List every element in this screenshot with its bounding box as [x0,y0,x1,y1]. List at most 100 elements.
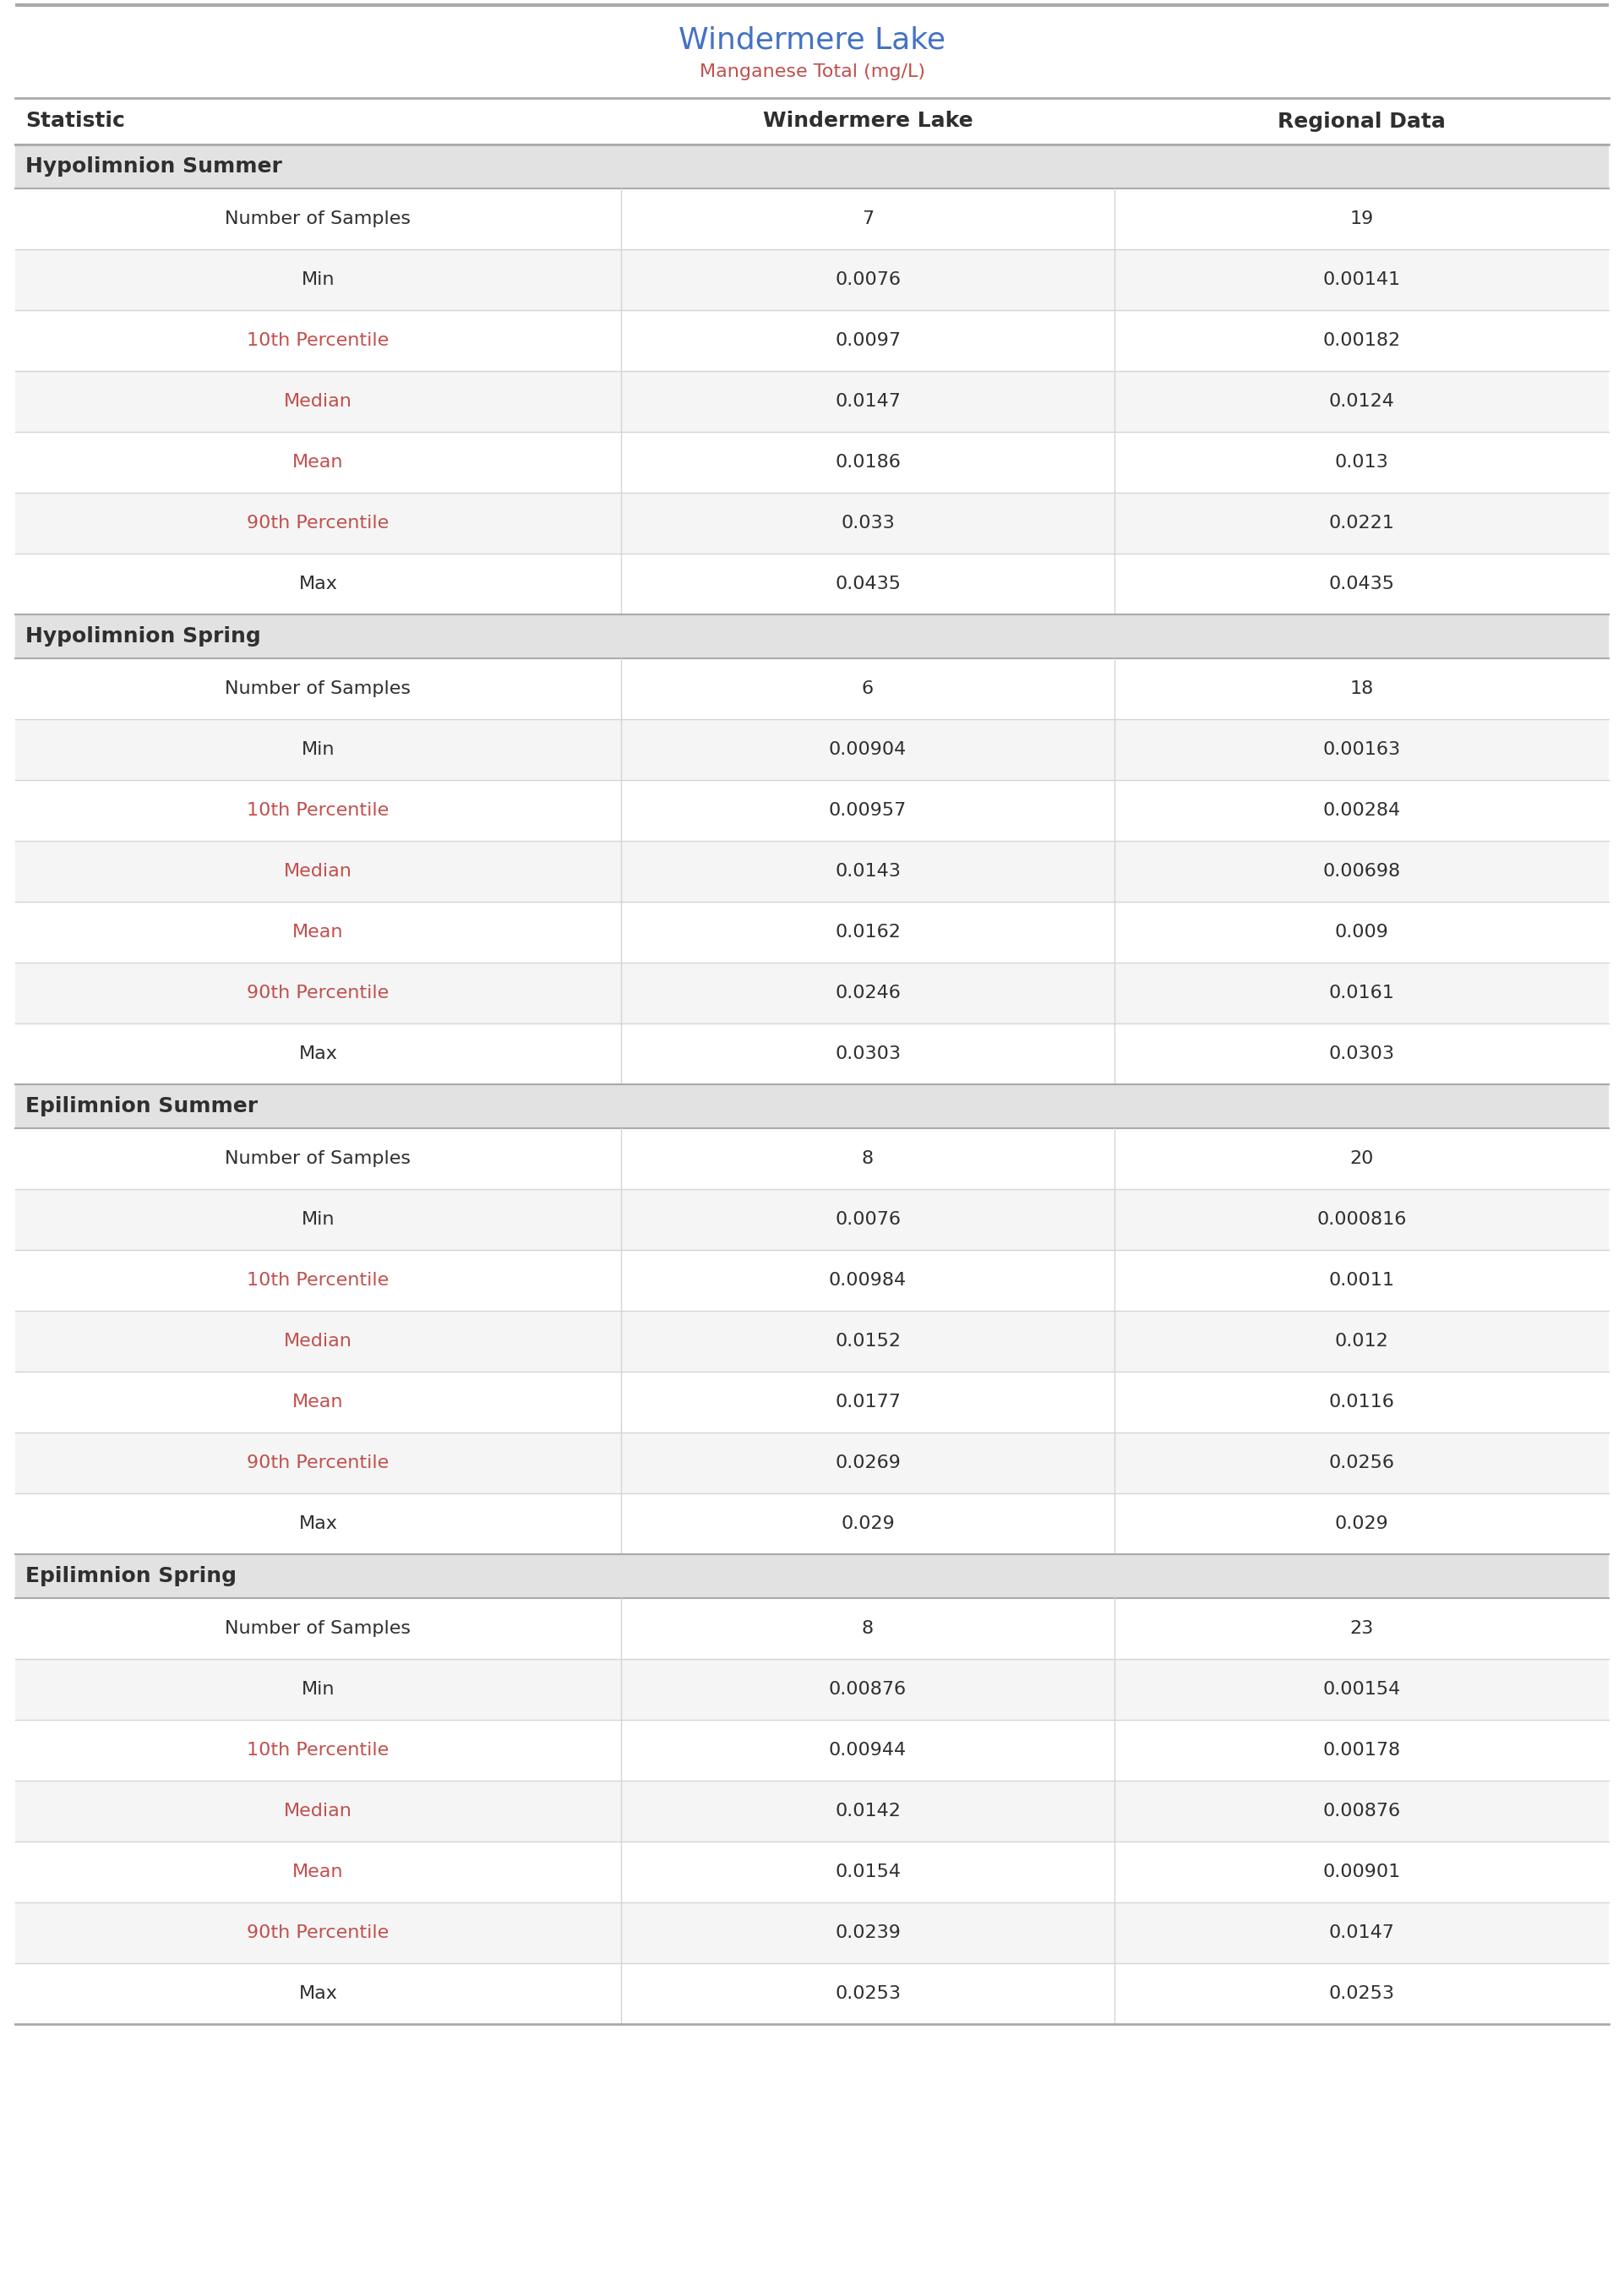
Text: Min: Min [302,272,335,288]
Text: 0.0269: 0.0269 [835,1455,901,1471]
Text: Regional Data: Regional Data [1278,111,1445,132]
Text: 0.00876: 0.00876 [828,1682,906,1698]
Bar [15,1310,1609,1371]
Text: 0.00698: 0.00698 [1324,863,1402,881]
Bar [15,1085,1609,1128]
Text: 90th Percentile: 90th Percentile [247,515,390,531]
Text: 0.029: 0.029 [1335,1516,1389,1532]
Bar [15,1598,1609,1659]
Text: 0.0221: 0.0221 [1328,515,1395,531]
Bar [15,720,1609,781]
Text: 0.0097: 0.0097 [835,331,901,350]
Bar [15,1721,1609,1780]
Bar [15,98,1609,145]
Text: 0.00163: 0.00163 [1324,742,1402,758]
Text: 0.0152: 0.0152 [835,1332,901,1351]
Bar [15,188,1609,250]
Text: 0.033: 0.033 [841,515,895,531]
Text: 10th Percentile: 10th Percentile [247,801,390,819]
Bar [15,1659,1609,1721]
Text: 0.0076: 0.0076 [835,1212,901,1228]
Text: 0.0147: 0.0147 [835,393,901,411]
Text: 0.0186: 0.0186 [835,454,901,470]
Text: Max: Max [299,577,338,592]
Text: Number of Samples: Number of Samples [226,1621,411,1637]
Text: 18: 18 [1350,681,1374,697]
Text: 10th Percentile: 10th Percentile [247,1741,390,1759]
Text: 0.0147: 0.0147 [1328,1925,1395,1941]
Text: 0.012: 0.012 [1335,1332,1389,1351]
Text: Statistic: Statistic [26,111,125,132]
Text: 0.00984: 0.00984 [828,1271,906,1289]
Text: 0.00904: 0.00904 [828,742,906,758]
Text: Number of Samples: Number of Samples [226,211,411,227]
Bar [15,615,1609,658]
Text: Median: Median [284,1802,352,1821]
Text: 20: 20 [1350,1151,1374,1167]
Text: 0.00284: 0.00284 [1324,801,1402,819]
Bar [15,370,1609,431]
Text: 23: 23 [1350,1621,1374,1637]
Text: 0.0435: 0.0435 [835,577,901,592]
Bar [15,1128,1609,1189]
Bar [15,1371,1609,1432]
Text: 0.00944: 0.00944 [828,1741,906,1759]
Text: 6: 6 [862,681,874,697]
Bar [15,1024,1609,1085]
Text: 0.009: 0.009 [1335,924,1389,940]
Text: 0.0239: 0.0239 [835,1925,901,1941]
Text: Mean: Mean [292,454,344,470]
Text: Number of Samples: Number of Samples [226,1151,411,1167]
Text: Mean: Mean [292,1394,344,1410]
Text: 7: 7 [862,211,874,227]
Text: Manganese Total (mg/L): Manganese Total (mg/L) [700,64,924,79]
Text: 10th Percentile: 10th Percentile [247,331,390,350]
Text: 0.013: 0.013 [1335,454,1389,470]
Bar [15,962,1609,1024]
Text: Number of Samples: Number of Samples [226,681,411,697]
Bar [15,658,1609,720]
Text: 0.0076: 0.0076 [835,272,901,288]
Text: 0.029: 0.029 [841,1516,895,1532]
Bar [15,1189,1609,1251]
Text: Max: Max [299,1046,338,1062]
Text: 0.0253: 0.0253 [1328,1986,1395,2002]
Text: 0.0161: 0.0161 [1328,985,1395,1001]
Text: 10th Percentile: 10th Percentile [247,1271,390,1289]
Text: Min: Min [302,1682,335,1698]
Text: 0.000816: 0.000816 [1317,1212,1406,1228]
Text: Epilimnion Summer: Epilimnion Summer [26,1096,258,1117]
Bar [15,840,1609,901]
Text: 0.0162: 0.0162 [835,924,901,940]
Text: Mean: Mean [292,1864,344,1880]
Bar [15,1841,1609,1902]
Text: Max: Max [299,1986,338,2002]
Text: 90th Percentile: 90th Percentile [247,1925,390,1941]
Text: 0.0011: 0.0011 [1328,1271,1395,1289]
Text: Hypolimnion Spring: Hypolimnion Spring [26,627,261,647]
Text: 8: 8 [862,1621,874,1637]
Bar [15,781,1609,840]
Bar [15,1964,1609,2025]
Text: 0.0246: 0.0246 [835,985,901,1001]
Text: 0.0142: 0.0142 [835,1802,901,1821]
Bar [15,1494,1609,1555]
Text: 0.0256: 0.0256 [1328,1455,1395,1471]
Text: 0.0116: 0.0116 [1328,1394,1395,1410]
Text: 0.0303: 0.0303 [835,1046,901,1062]
Text: Windermere Lake: Windermere Lake [763,111,973,132]
Text: 0.0143: 0.0143 [835,863,901,881]
Text: 0.00178: 0.00178 [1324,1741,1402,1759]
Text: Median: Median [284,1332,352,1351]
Text: 0.00182: 0.00182 [1324,331,1402,350]
Bar [15,1432,1609,1494]
Text: 0.0124: 0.0124 [1328,393,1395,411]
Text: 90th Percentile: 90th Percentile [247,1455,390,1471]
Bar [15,1251,1609,1310]
Bar [15,145,1609,188]
Text: 0.00141: 0.00141 [1324,272,1402,288]
Bar [15,554,1609,615]
Text: Max: Max [299,1516,338,1532]
Text: 90th Percentile: 90th Percentile [247,985,390,1001]
Text: Median: Median [284,393,352,411]
